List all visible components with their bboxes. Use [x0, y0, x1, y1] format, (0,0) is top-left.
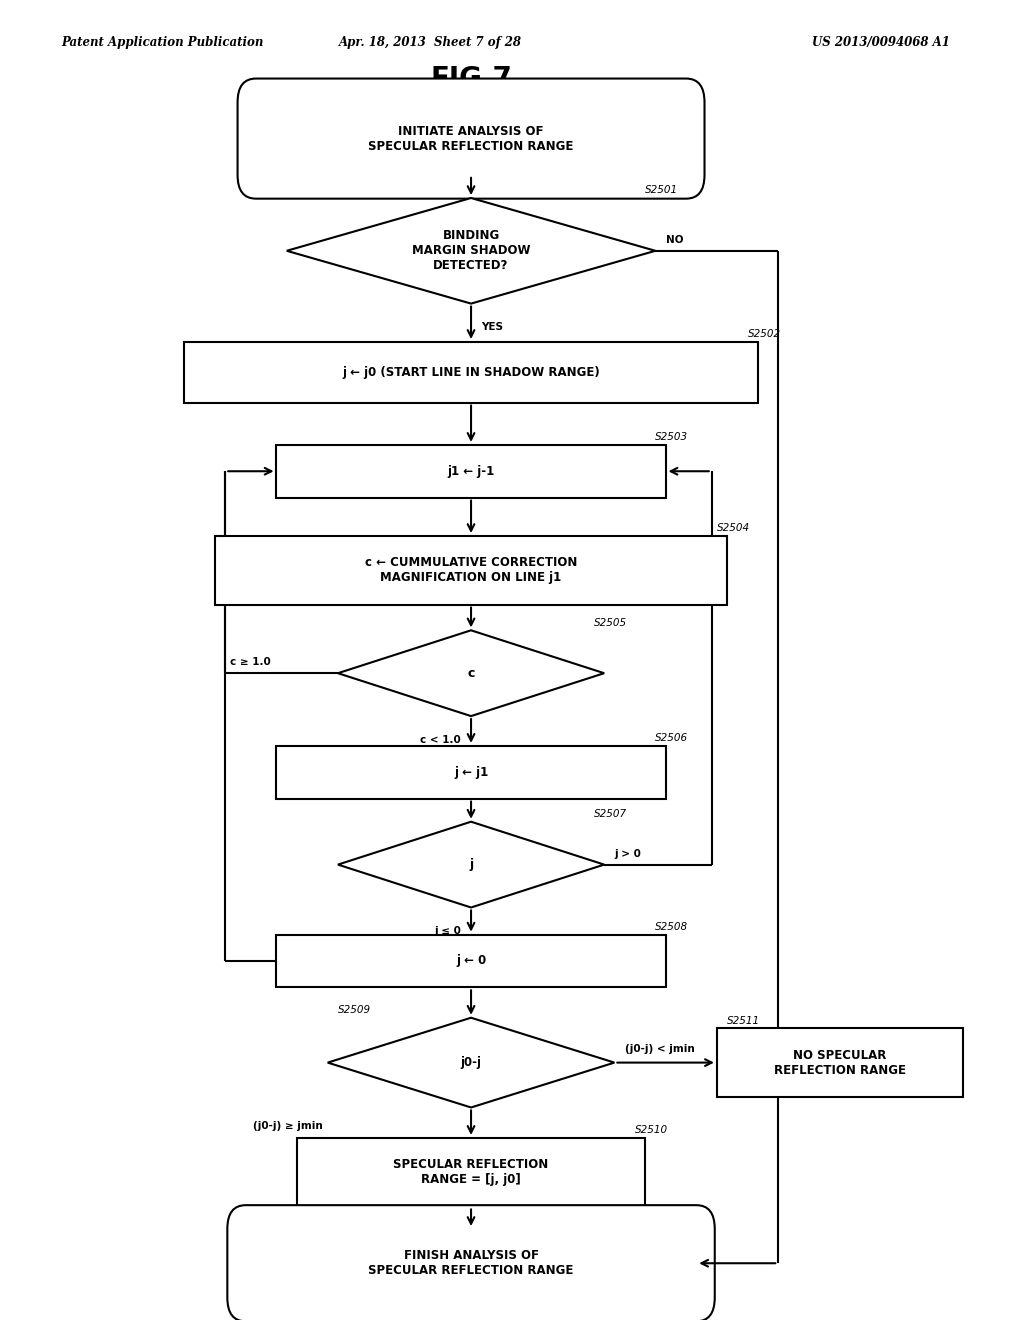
- Text: Patent Application Publication: Patent Application Publication: [61, 36, 264, 49]
- Text: INITIATE ANALYSIS OF
SPECULAR REFLECTION RANGE: INITIATE ANALYSIS OF SPECULAR REFLECTION…: [369, 124, 573, 153]
- Polygon shape: [338, 821, 604, 908]
- Text: FIG.7: FIG.7: [430, 65, 512, 94]
- Text: c < 1.0: c < 1.0: [420, 735, 461, 744]
- Text: NO SPECULAR
REFLECTION RANGE: NO SPECULAR REFLECTION RANGE: [774, 1048, 905, 1077]
- Text: (j0-j) ≥ jmin: (j0-j) ≥ jmin: [253, 1121, 323, 1131]
- FancyBboxPatch shape: [227, 1205, 715, 1320]
- Polygon shape: [328, 1018, 614, 1107]
- Text: S2503: S2503: [655, 432, 688, 442]
- Text: SPECULAR REFLECTION
RANGE = [j, j0]: SPECULAR REFLECTION RANGE = [j, j0]: [393, 1158, 549, 1187]
- Text: S2509: S2509: [338, 1005, 371, 1015]
- Text: US 2013/0094068 A1: US 2013/0094068 A1: [812, 36, 949, 49]
- Text: j: j: [469, 858, 473, 871]
- Text: BINDING
MARGIN SHADOW
DETECTED?: BINDING MARGIN SHADOW DETECTED?: [412, 230, 530, 272]
- Text: S2506: S2506: [655, 733, 688, 743]
- Text: j ← j0 (START LINE IN SHADOW RANGE): j ← j0 (START LINE IN SHADOW RANGE): [342, 366, 600, 379]
- Text: S2502: S2502: [748, 329, 780, 339]
- Bar: [717, 1028, 963, 1097]
- Bar: [215, 536, 727, 605]
- Text: j ← j1: j ← j1: [454, 766, 488, 779]
- Text: NO: NO: [666, 235, 683, 246]
- Text: j > 0: j > 0: [614, 849, 641, 859]
- Text: j1 ← j-1: j1 ← j-1: [447, 465, 495, 478]
- Bar: [297, 1138, 645, 1206]
- Polygon shape: [338, 631, 604, 715]
- Text: j ≤ 0: j ≤ 0: [434, 927, 461, 936]
- Text: j ← 0: j ← 0: [456, 954, 486, 968]
- FancyBboxPatch shape: [238, 79, 705, 198]
- Text: j0-j: j0-j: [461, 1056, 481, 1069]
- Text: S2507: S2507: [594, 809, 627, 818]
- Text: Apr. 18, 2013  Sheet 7 of 28: Apr. 18, 2013 Sheet 7 of 28: [339, 36, 521, 49]
- Bar: [276, 935, 666, 987]
- Text: S2501: S2501: [645, 185, 678, 195]
- Polygon shape: [287, 198, 655, 304]
- Text: (j0-j) < jmin: (j0-j) < jmin: [625, 1044, 694, 1055]
- Text: YES: YES: [481, 322, 503, 333]
- Bar: [184, 342, 758, 403]
- Bar: [276, 445, 666, 498]
- Text: FINISH ANALYSIS OF
SPECULAR REFLECTION RANGE: FINISH ANALYSIS OF SPECULAR REFLECTION R…: [369, 1249, 573, 1278]
- Text: c ← CUMMULATIVE CORRECTION
MAGNIFICATION ON LINE j1: c ← CUMMULATIVE CORRECTION MAGNIFICATION…: [365, 556, 578, 585]
- Text: c ≥ 1.0: c ≥ 1.0: [230, 656, 271, 667]
- Text: S2504: S2504: [717, 523, 750, 533]
- Text: S2510: S2510: [635, 1125, 668, 1135]
- Bar: [276, 746, 666, 799]
- Text: S2505: S2505: [594, 618, 627, 628]
- Text: c: c: [467, 667, 475, 680]
- Text: S2508: S2508: [655, 921, 688, 932]
- Text: S2511: S2511: [727, 1015, 760, 1026]
